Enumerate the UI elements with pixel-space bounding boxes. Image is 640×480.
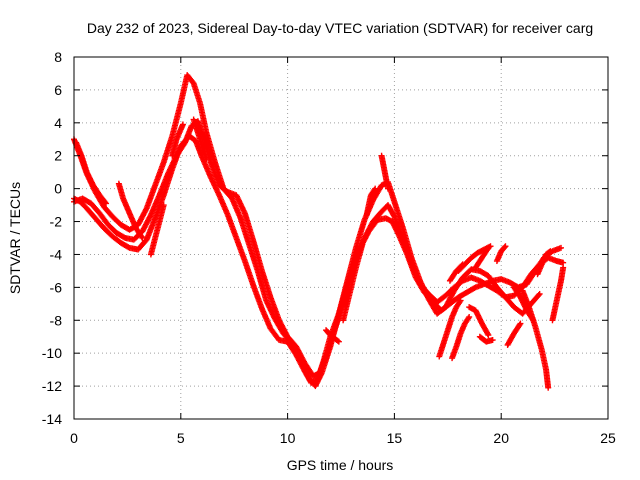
y-tick-label: 4	[54, 115, 62, 131]
data-point	[458, 262, 465, 269]
axis-ticks	[73, 56, 609, 420]
data-point	[459, 261, 466, 268]
x-tick-label: 5	[177, 430, 185, 446]
data-point	[558, 244, 565, 251]
data-point	[334, 337, 341, 344]
data-point	[384, 185, 391, 192]
y-tick-labels: -14 -12 -10 -8 -6 -4 -2 0 2 4 6 8	[42, 49, 62, 427]
y-tick-label: -10	[42, 345, 62, 361]
y-axis-title: SDTVAR / TECUs	[7, 182, 23, 294]
data-point	[335, 338, 342, 345]
data-point	[501, 244, 508, 251]
y-tick-label: -4	[50, 246, 63, 262]
data-point	[560, 264, 567, 271]
data-point	[484, 330, 491, 337]
data-point	[485, 244, 492, 251]
data-point	[535, 292, 542, 299]
data-point	[372, 185, 379, 192]
data-point	[102, 199, 109, 206]
x-tick-label: 20	[493, 430, 509, 446]
data-point	[484, 246, 491, 253]
y-tick-label: -12	[42, 378, 62, 394]
x-tick-label: 10	[280, 430, 296, 446]
y-tick-label: -6	[50, 279, 63, 295]
data-point	[139, 235, 146, 241]
y-tick-label: 2	[54, 148, 62, 164]
y-tick-label: 0	[54, 181, 62, 197]
data-point	[160, 202, 167, 209]
data-point	[203, 156, 210, 163]
x-tick-label: 25	[600, 430, 616, 446]
y-tick-label: 6	[54, 82, 62, 98]
data-point	[138, 233, 145, 240]
x-tick-labels: 0 5 10 15 20 25	[70, 430, 616, 446]
y-tick-label: -8	[50, 312, 63, 328]
plot-frame	[73, 56, 609, 420]
y-tick-label: -2	[50, 214, 63, 230]
x-tick-label: 15	[387, 430, 403, 446]
data-point	[103, 200, 110, 207]
x-tick-label: 0	[70, 430, 78, 446]
chart-title: Day 232 of 2023, Sidereal Day-to-day VTE…	[87, 20, 593, 36]
data-point	[502, 243, 509, 250]
data-point	[179, 121, 186, 128]
data-points	[71, 72, 567, 391]
x-axis-title: GPS time / hours	[287, 457, 394, 473]
data-point	[489, 337, 496, 344]
data-point	[517, 320, 524, 327]
data-point	[546, 248, 553, 255]
data-point	[545, 384, 552, 391]
data-point	[547, 248, 554, 255]
data-point	[485, 332, 492, 339]
data-point	[457, 297, 464, 304]
data-point	[359, 241, 366, 248]
data-point	[536, 290, 543, 297]
data-point	[516, 321, 523, 328]
data-point	[466, 313, 473, 320]
y-tick-label: 8	[54, 49, 62, 65]
y-tick-label: -14	[42, 411, 62, 427]
